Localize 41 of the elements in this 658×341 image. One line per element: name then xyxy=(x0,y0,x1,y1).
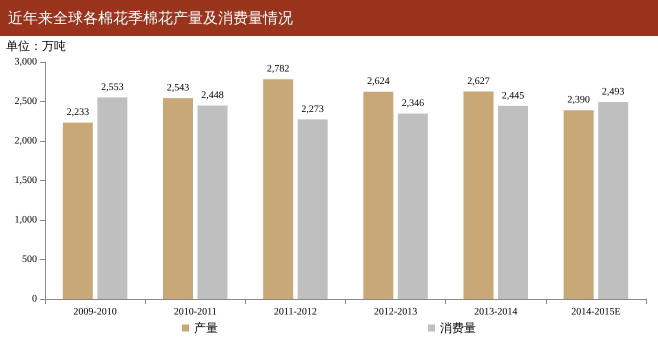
bar xyxy=(363,92,394,299)
data-label: 2,493 xyxy=(602,86,624,98)
data-label: 2,448 xyxy=(201,90,224,102)
x-tick-label: 2014-2015E xyxy=(571,306,621,318)
legend-label: 产量 xyxy=(194,321,218,335)
data-label: 2,624 xyxy=(367,76,390,88)
data-label: 2,233 xyxy=(66,107,90,118)
data-label: 2,390 xyxy=(567,94,590,106)
data-label: 2,273 xyxy=(301,104,324,115)
bar xyxy=(498,106,528,299)
bar xyxy=(163,98,193,299)
legend-label: 消费量 xyxy=(440,321,476,335)
y-tick-label: 1,500 xyxy=(14,175,37,186)
data-label: 2,543 xyxy=(166,82,190,94)
data-label: 2,445 xyxy=(502,90,524,102)
x-tick-label: 2012-2013 xyxy=(374,306,418,318)
y-tick-label: 3,000 xyxy=(14,56,37,68)
x-tick-label: 2011-2012 xyxy=(274,306,317,318)
bar xyxy=(198,106,228,299)
bar xyxy=(298,119,328,299)
bar xyxy=(564,110,594,299)
bar xyxy=(62,122,93,299)
x-tick-label: 2010-2011 xyxy=(174,306,217,318)
data-label: 2,782 xyxy=(266,64,290,75)
chart-title: 近年来全球各棉花季棉花产量及消费量情况 xyxy=(0,0,658,36)
bar xyxy=(263,79,294,299)
y-tick-label: 2,500 xyxy=(14,96,37,107)
bar xyxy=(598,102,628,299)
data-label: 2,553 xyxy=(101,82,124,93)
x-tick-label: 2009-2010 xyxy=(73,306,117,318)
y-tick-label: 1,000 xyxy=(14,214,37,226)
y-tick-label: 2,000 xyxy=(14,136,37,146)
y-tick-label: 500 xyxy=(22,254,37,265)
bar xyxy=(97,97,128,299)
data-label: 2,627 xyxy=(467,76,490,87)
y-tick-label: 0 xyxy=(32,294,37,304)
y-axis-title: 单位：万吨 xyxy=(6,38,66,55)
data-label: 2,346 xyxy=(402,98,424,110)
x-tick-label: 2013-2014 xyxy=(474,306,518,318)
bar xyxy=(464,91,494,299)
bar xyxy=(398,114,428,299)
